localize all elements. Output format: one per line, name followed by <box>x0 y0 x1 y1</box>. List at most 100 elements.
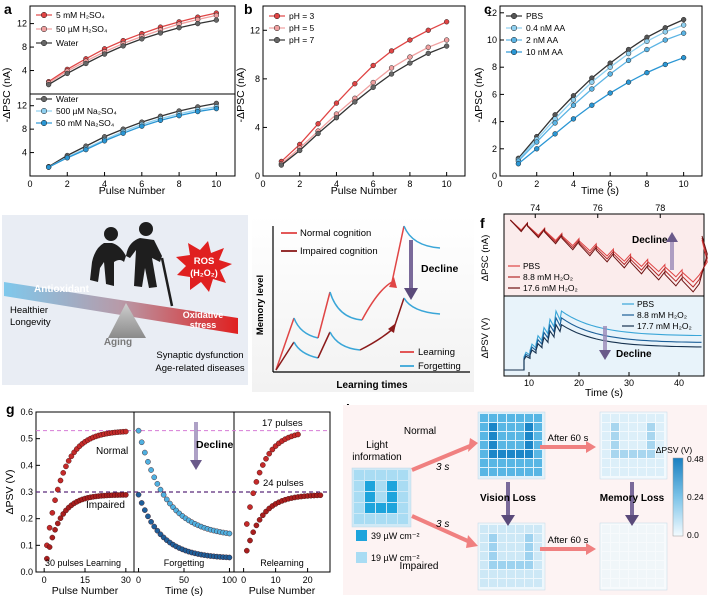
g-data-point <box>142 507 148 513</box>
grid-cell <box>629 414 637 422</box>
a-legend-6: 50 mM Na₂SO₄ <box>56 118 115 128</box>
x-tick-label: 0 <box>260 179 265 189</box>
grid-cell <box>611 561 619 569</box>
d-ros-burst <box>176 241 232 292</box>
h-impaired-label: Impaired <box>400 561 439 572</box>
grid-cell <box>629 459 637 467</box>
grid-cell <box>620 414 628 422</box>
c-legend: PBS 0.4 nM AA 2 nM AA 10 nM AA <box>506 11 566 57</box>
data-point <box>680 55 687 61</box>
grid-cell <box>507 534 515 542</box>
grid-cell <box>638 441 646 449</box>
y-tick-label: 12 <box>250 25 260 35</box>
g-data-point <box>57 515 64 522</box>
grid-cell <box>638 534 646 542</box>
grid-cell <box>534 414 542 422</box>
x-tick-label: 2 <box>297 179 302 189</box>
h-impaired-grid <box>477 522 546 591</box>
grid-cell <box>629 561 637 569</box>
h-impaired-after-grid <box>599 522 668 591</box>
h-light1: Light <box>366 440 388 451</box>
f-bottom-trace <box>504 316 702 371</box>
grid-cell <box>602 459 610 467</box>
grid-cell <box>507 543 515 551</box>
grid-cell <box>534 570 542 578</box>
grid-cell <box>638 450 646 458</box>
b-ylabel: -ΔPSC (nA) <box>235 68 247 123</box>
g-data-point <box>63 463 69 470</box>
data-point <box>176 113 182 119</box>
grid-cell <box>489 450 497 458</box>
y-tick-label: 4 <box>255 122 260 132</box>
series-line <box>517 24 684 161</box>
grid-cell <box>525 414 533 422</box>
y-tick-label: 12 <box>17 101 27 111</box>
x-tick-label: 10 <box>442 179 452 189</box>
grid-cell <box>516 552 524 560</box>
grid-cell <box>480 468 488 476</box>
x-tick-label: 0 <box>27 179 32 189</box>
g-data-point <box>317 492 324 499</box>
legend-swatch-dot <box>40 107 48 115</box>
x-tick-label: 30 <box>121 575 131 585</box>
grid-cell <box>489 543 497 551</box>
data-point <box>589 86 595 92</box>
grid-cell <box>602 468 610 476</box>
d-antioxidant-label: Antioxidant <box>34 284 90 295</box>
grid-cell <box>498 543 506 551</box>
f-xlabel: Time (s) <box>585 387 623 399</box>
grid-cell <box>525 579 533 587</box>
grid-cell <box>602 450 610 458</box>
grid-cell <box>489 525 497 533</box>
y-tick-label: 0.0 <box>20 567 33 577</box>
grid-cell <box>534 561 542 569</box>
x-tick-label: 4 <box>571 179 576 189</box>
grid-cell <box>498 579 506 587</box>
grid-cell <box>489 423 497 431</box>
grid-cell <box>629 552 637 560</box>
b-plot: 0 4 8 12 0 2 4 6 8 10 <box>250 19 452 189</box>
a-legend-1: 5 mM H₂SO₄ <box>56 10 105 20</box>
grid-cell <box>354 514 364 524</box>
y-tick-label: 0.2 <box>20 514 33 524</box>
grid-cell <box>376 514 386 524</box>
x-tick-label: 2 <box>65 179 70 189</box>
g-data-point <box>151 474 158 481</box>
grid-cell <box>638 423 646 431</box>
grid-cell <box>656 525 664 533</box>
g-xlabel-2: Time (s) <box>165 585 203 597</box>
g-data-point <box>247 504 253 510</box>
grid-cell <box>647 441 655 449</box>
grid-cell <box>480 525 488 533</box>
b-xlabel: Pulse Number <box>331 185 398 197</box>
grid-cell <box>376 481 386 491</box>
grid-cell <box>525 441 533 449</box>
grid-cell <box>516 561 524 569</box>
series-line <box>280 39 447 165</box>
grid-cell <box>507 561 515 569</box>
grid-cell <box>498 450 506 458</box>
x-tick-label: 78 <box>655 203 665 213</box>
g-xlabel-1: Pulse Number <box>52 585 119 597</box>
y-tick-label: 12 <box>17 19 27 29</box>
c-frame <box>499 5 703 177</box>
data-point <box>45 164 52 170</box>
b-frame <box>262 5 466 177</box>
grid-cell <box>480 459 488 467</box>
panel-e: Memory level Learning times Normal cogni… <box>252 215 474 392</box>
e-normal-curves <box>275 225 441 371</box>
panel-label-a: a <box>4 1 12 17</box>
grid-cell <box>656 450 664 458</box>
grid-cell <box>620 468 628 476</box>
data-point <box>443 37 450 43</box>
grid-cell <box>620 543 628 551</box>
grid-cell <box>516 579 524 587</box>
grid-cell <box>656 552 664 560</box>
g-data-point <box>52 497 58 504</box>
c-legend-2: 0.4 nM AA <box>526 23 566 33</box>
grid-cell <box>387 503 397 513</box>
grid-cell <box>516 543 524 551</box>
data-point <box>425 50 431 57</box>
data-point <box>195 108 201 115</box>
